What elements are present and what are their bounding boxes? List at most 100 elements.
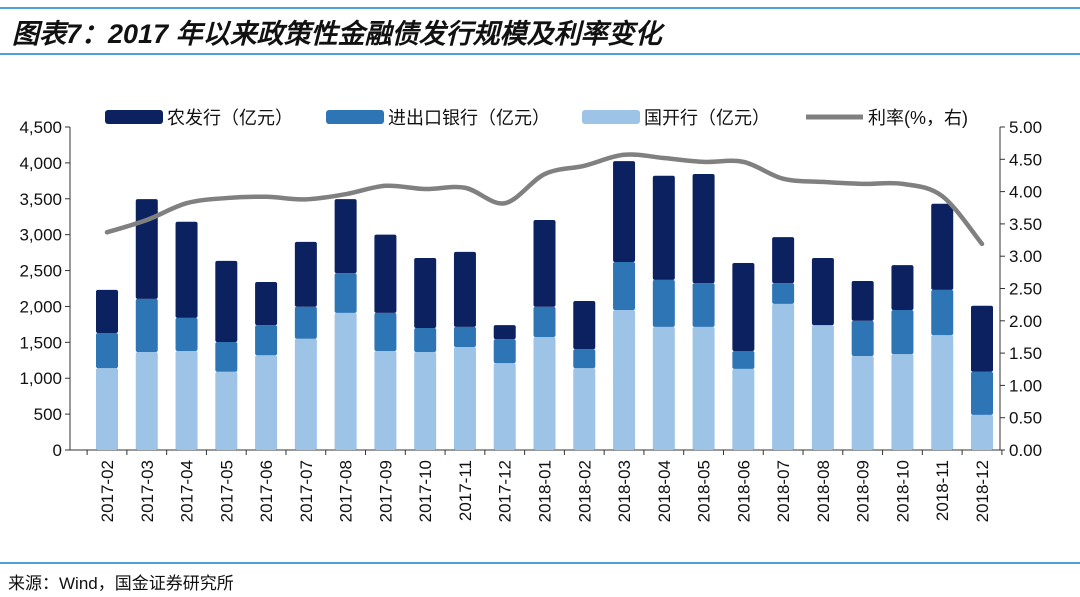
legend-label: 国开行（亿元）: [644, 108, 770, 128]
bar-国开行（亿元）: [652, 326, 675, 450]
left-tick-label: 1,500: [19, 333, 62, 352]
bar-农发行（亿元）: [135, 199, 158, 299]
left-tick-label: 0: [53, 441, 62, 460]
bar-进出口银行（亿元）: [493, 339, 516, 364]
bar-国开行（亿元）: [215, 371, 238, 450]
chart-title: 图表7：2017 年以来政策性金融债发行规模及利率变化: [12, 19, 662, 49]
bar-国开行（亿元）: [732, 368, 755, 450]
bar-农发行（亿元）: [533, 219, 556, 307]
legend-swatch: [582, 110, 640, 124]
bar-国开行（亿元）: [573, 368, 596, 450]
bar-进出口银行（亿元）: [175, 317, 198, 351]
bar-国开行（亿元）: [931, 335, 954, 450]
bar-农发行（亿元）: [175, 221, 198, 318]
x-tick-label: 2017-08: [337, 460, 356, 522]
x-tick-label: 2018-10: [893, 460, 912, 522]
bar-国开行（亿元）: [294, 338, 317, 450]
bar-国开行（亿元）: [533, 336, 556, 450]
x-tick-label: 2017-11: [456, 460, 475, 521]
bar-国开行（亿元）: [334, 312, 357, 450]
source-rule: [0, 562, 1080, 564]
bar-国开行（亿元）: [772, 303, 795, 450]
legend-label: 农发行（亿元）: [167, 108, 293, 128]
bar-进出口银行（亿元）: [891, 310, 914, 355]
right-tick-label: 1.00: [1009, 376, 1042, 395]
bar-农发行（亿元）: [613, 161, 636, 262]
bar-农发行（亿元）: [573, 301, 596, 350]
x-tick-label: 2017-07: [297, 460, 316, 522]
left-tick-label: 3,500: [19, 190, 62, 209]
right-tick-label: 4.00: [1009, 183, 1042, 202]
bar-农发行（亿元）: [851, 280, 874, 321]
right-tick-label: 0.00: [1009, 441, 1042, 460]
bar-农发行（亿元）: [652, 175, 675, 280]
x-tick-label: 2018-08: [814, 460, 833, 522]
x-tick-label: 2017-09: [376, 460, 395, 522]
bar-农发行（亿元）: [334, 199, 357, 274]
bar-进出口银行（亿元）: [96, 333, 118, 369]
x-tick-label: 2018-12: [973, 460, 992, 522]
bar-农发行（亿元）: [772, 237, 795, 284]
bar-进出口银行（亿元）: [613, 261, 636, 311]
bar-农发行（亿元）: [931, 203, 954, 290]
bar-农发行（亿元）: [453, 251, 476, 327]
x-tick-label: 2017-05: [217, 460, 236, 522]
legend-label: 利率(%，右): [868, 108, 968, 128]
right-tick-label: 2.50: [1009, 280, 1042, 299]
left-tick-label: 2,500: [19, 262, 62, 281]
legend-swatch: [105, 110, 163, 124]
right-tick-label: 5.00: [1009, 118, 1042, 137]
x-tick-label: 2018-07: [774, 460, 793, 522]
bar-农发行（亿元）: [971, 305, 993, 372]
bar-进出口银行（亿元）: [414, 327, 437, 353]
bar-农发行（亿元）: [891, 265, 914, 311]
bar-进出口银行（亿元）: [453, 326, 476, 347]
x-tick-label: 2018-04: [655, 460, 674, 522]
bar-进出口银行（亿元）: [732, 350, 755, 369]
bar-进出口银行（亿元）: [294, 306, 317, 339]
chart: 0 500 1,000 1,500 2,000 2,500 3,000 3,500 4,000 4…: [19, 108, 1042, 522]
bar-国开行（亿元）: [692, 326, 715, 450]
bar-进出口银行（亿元）: [215, 341, 238, 372]
bar-国开行（亿元）: [175, 350, 198, 450]
x-tick-label: 2018-05: [695, 460, 714, 522]
bar-农发行（亿元）: [493, 325, 516, 340]
bar-进出口银行（亿元）: [255, 325, 278, 356]
x-tick-label: 2017-04: [178, 460, 197, 522]
source-note: 来源：Wind，国金证券研究所: [8, 574, 234, 593]
bar-农发行（亿元）: [692, 174, 715, 284]
title-bottom-rule: [0, 53, 1080, 55]
bar-进出口银行（亿元）: [971, 371, 993, 415]
x-tick-label: 2018-09: [854, 460, 873, 522]
left-tick-label: 3,000: [19, 226, 62, 245]
bar-农发行（亿元）: [215, 260, 238, 342]
bar-进出口银行（亿元）: [334, 273, 357, 313]
bar-农发行（亿元）: [414, 257, 437, 328]
bar-农发行（亿元）: [374, 234, 397, 313]
x-tick-label: 2018-02: [575, 460, 594, 522]
bar-农发行（亿元）: [811, 257, 834, 326]
x-tick-label: 2018-11: [933, 460, 952, 521]
bar-国开行（亿元）: [811, 325, 834, 450]
bar-农发行（亿元）: [255, 282, 278, 326]
right-tick-label: 4.50: [1009, 150, 1042, 169]
x-tick-label: 2017-02: [98, 460, 117, 522]
bar-国开行（亿元）: [414, 352, 437, 450]
bar-进出口银行（亿元）: [772, 283, 795, 304]
left-tick-label: 2,000: [19, 297, 62, 316]
bar-国开行（亿元）: [493, 363, 516, 450]
x-tick-label: 2017-06: [257, 460, 276, 522]
x-tick-label: 2018-03: [615, 460, 634, 522]
left-tick-label: 4,000: [19, 154, 62, 173]
right-tick-label: 3.00: [1009, 247, 1042, 266]
bar-国开行（亿元）: [255, 355, 278, 450]
x-tick-label: 2018-06: [734, 460, 753, 522]
left-tick-label: 500: [34, 405, 62, 424]
right-tick-label: 1.50: [1009, 344, 1042, 363]
bar-农发行（亿元）: [96, 289, 118, 334]
bar-国开行（亿元）: [374, 350, 397, 450]
x-tick-label: 2018-01: [536, 460, 555, 522]
bar-国开行（亿元）: [891, 354, 914, 450]
title-top-rule: [0, 7, 1080, 9]
bar-进出口银行（亿元）: [851, 320, 874, 356]
